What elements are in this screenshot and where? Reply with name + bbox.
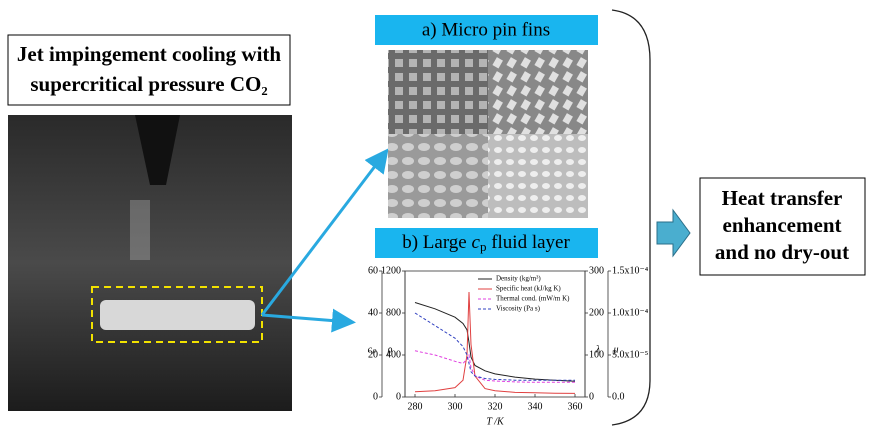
chart: 0 20 40 60 cₚ 0 400 800 1200 ρ 0 100 200 300 λ 0.0 5.0x1… [368,265,649,427]
y-tick-label: 100 [589,349,604,360]
series-line [414,312,575,381]
y-tick-label: 0 [373,391,378,402]
x-tick-label: 340 [528,401,543,412]
arrow [261,308,356,333]
glare [130,200,150,260]
series-line [414,350,575,383]
nozzle [135,115,180,185]
result-line: Heat transfer [722,186,843,210]
title-box [7,34,291,106]
block-arrow [656,208,691,258]
y-tick-label: 0 [589,391,594,402]
y-tick-label: 60 [368,265,378,276]
y-axis-label: cₚ [368,344,377,355]
panel-label: b) Large cp fluid layer [402,232,570,254]
result-line: enhancement [723,213,842,237]
y-tick-label: 1.0x10⁻⁴ [612,307,649,318]
y-tick-label: 40 [368,307,378,318]
x-tick-label: 300 [448,401,463,412]
y-tick-label: 300 [589,265,604,276]
sem-image [388,50,488,134]
y-tick-label: 5.0x10⁻⁵ [612,349,648,360]
y-tick-label: 800 [386,307,401,318]
panel-label: a) Micro pin fins [422,19,550,40]
label-part: p [480,239,487,254]
legend-label: Thermal cond. (mW/m K) [496,295,570,303]
panel-label-bg [375,228,598,258]
y-tick-label: 20 [368,349,378,360]
y-tick-label: 200 [589,307,604,318]
label-part: c [472,232,481,253]
bracket [611,9,651,426]
result-line: and no dry-out [715,240,849,264]
sem-image [488,50,588,134]
y-axis-label: ρ [387,344,393,355]
label-part: b) Large [402,232,471,253]
legend-label: Density (kg/m³) [496,275,541,283]
title-line: Jet impingement cooling with [17,42,282,66]
y-tick-label: 0 [396,391,401,402]
series-line [414,291,576,394]
y-tick-label: 400 [386,349,401,360]
y-tick-label: 1200 [381,265,401,276]
sem-image [388,134,488,218]
x-axis-label: T /K [486,416,505,427]
legend-label: Specific heat (kJ/kg K) [496,285,561,293]
y-axis-label: λ [595,344,601,355]
legend-label: Viscosity (Pa s) [496,305,541,313]
y-tick-label: 1.5x10⁻⁴ [612,265,649,276]
x-tick-label: 360 [568,401,583,412]
heater-sample [100,300,255,330]
sem-image [488,134,588,218]
x-tick-label: 320 [488,401,503,412]
x-tick-label: 280 [408,401,423,412]
y-axis-label: μ [612,344,618,355]
panel-label-bg [375,15,598,45]
result-box [699,177,866,276]
arrow [260,148,389,316]
y-tick-label: 0.0 [612,391,625,402]
label-part: fluid layer [486,232,570,253]
series-line [414,302,576,382]
title-line: supercritical pressure CO₂ [30,72,267,96]
